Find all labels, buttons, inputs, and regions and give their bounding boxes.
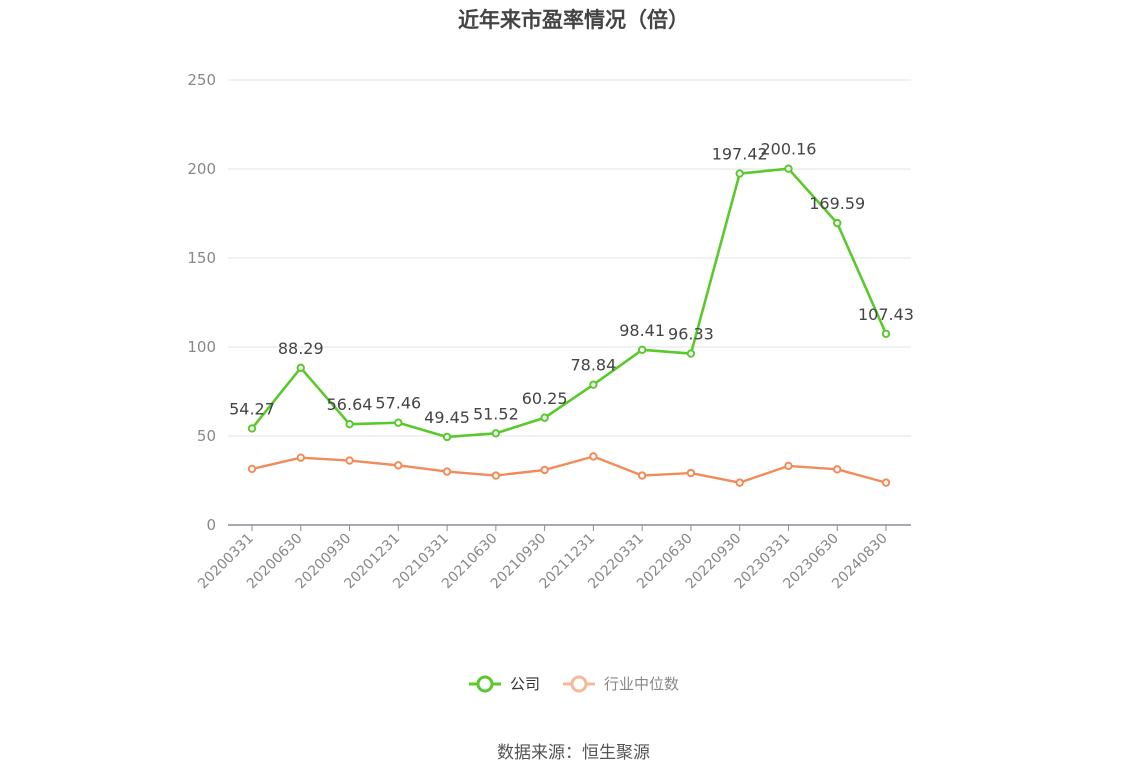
- y-tick-label: 250: [187, 71, 216, 89]
- y-tick-label: 150: [187, 249, 216, 267]
- source-note: 数据来源：恒生聚源: [497, 743, 650, 763]
- data-label: 78.84: [570, 356, 616, 375]
- line-chart: 0501001502002502020033120200630202009302…: [187, 71, 914, 592]
- data-point-industry-median[interactable]: [686, 468, 696, 478]
- data-point-company[interactable]: [637, 345, 647, 355]
- data-label: 107.43: [858, 305, 914, 324]
- series-lines: [247, 164, 891, 487]
- gridlines: [228, 79, 911, 437]
- data-point-company[interactable]: [784, 164, 793, 173]
- legend: 公司 行业中位数: [0, 673, 1147, 694]
- data-label: 51.52: [473, 404, 519, 423]
- legend-label-company: 公司: [509, 675, 540, 693]
- legend-item-industry-median[interactable]: 行业中位数: [562, 673, 679, 694]
- data-point-industry-median[interactable]: [394, 461, 403, 470]
- data-label: 96.33: [668, 325, 714, 344]
- data-label: 49.45: [424, 408, 470, 427]
- data-point-industry-median[interactable]: [784, 461, 793, 471]
- data-point-company[interactable]: [686, 349, 696, 358]
- data-point-company[interactable]: [881, 329, 891, 338]
- y-tick-label: 50: [197, 427, 216, 445]
- chart-title: 近年来市盈率情况（倍）: [458, 8, 689, 32]
- legend-label-industry-median: 行业中位数: [604, 675, 680, 693]
- data-point-industry-median[interactable]: [589, 452, 598, 461]
- data-point-industry-median[interactable]: [491, 471, 501, 480]
- data-point-company[interactable]: [833, 218, 842, 228]
- data-point-industry-median[interactable]: [637, 471, 647, 480]
- data-label: 54.27: [229, 399, 275, 418]
- data-point-company[interactable]: [247, 424, 257, 433]
- data-point-company[interactable]: [735, 169, 744, 178]
- y-tick-label: 100: [187, 338, 216, 356]
- legend-item-company[interactable]: 公司: [468, 673, 540, 694]
- data-point-company[interactable]: [589, 380, 598, 389]
- data-label: 169.59: [809, 194, 865, 213]
- data-point-company[interactable]: [296, 363, 305, 373]
- data-label: 200.16: [760, 140, 816, 159]
- data-point-company[interactable]: [442, 432, 452, 442]
- legend-swatch-industry-median: [563, 675, 595, 692]
- data-point-company[interactable]: [491, 429, 501, 438]
- y-tick-label: 0: [206, 516, 216, 534]
- data-point-industry-median[interactable]: [735, 478, 744, 487]
- data-label: 98.41: [619, 321, 665, 340]
- data-label: 57.46: [375, 394, 421, 413]
- data-label: 197.42: [712, 145, 768, 164]
- data-point-company[interactable]: [394, 418, 403, 427]
- data-point-company[interactable]: [540, 413, 549, 422]
- data-label: 88.29: [278, 339, 324, 358]
- data-point-industry-median[interactable]: [345, 456, 354, 465]
- data-point-industry-median[interactable]: [881, 478, 891, 487]
- series-line-company: [250, 167, 888, 439]
- data-point-industry-median[interactable]: [296, 453, 305, 462]
- data-point-industry-median[interactable]: [833, 465, 842, 474]
- data-point-industry-median[interactable]: [247, 464, 257, 474]
- legend-swatch-company: [468, 675, 501, 692]
- data-point-company[interactable]: [345, 419, 354, 429]
- data-point-industry-median[interactable]: [540, 465, 549, 475]
- series-line-industry-median: [251, 455, 887, 484]
- data-label: 60.25: [522, 389, 568, 408]
- y-tick-label: 200: [187, 160, 216, 178]
- data-label: 56.64: [327, 395, 373, 414]
- data-point-industry-median[interactable]: [442, 467, 452, 476]
